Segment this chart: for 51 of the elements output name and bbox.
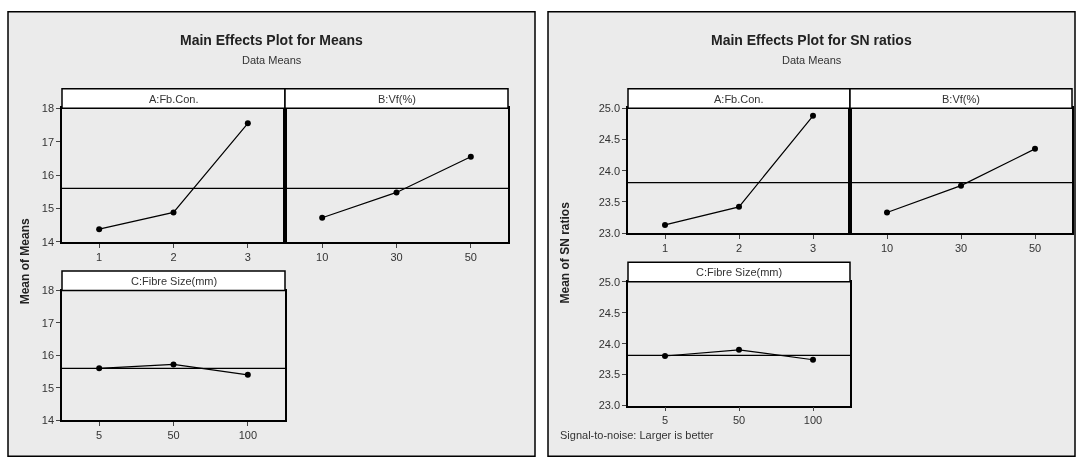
text: Signal-to-noise: Larger is better (560, 429, 714, 441)
x-tick-label: 50 (464, 250, 477, 263)
y-tick-label: 15 (41, 381, 55, 394)
x-tick-label: 50 (732, 414, 746, 427)
x-tick-label: 30 (954, 242, 968, 254)
x-axis-title: B:Vf(%) (378, 93, 416, 105)
x-tick-label: 3 (809, 242, 817, 254)
y-tick-label: 25.0 (598, 102, 621, 115)
y-tick-label: 14 (41, 235, 55, 248)
y-tick-label: 16 (41, 349, 55, 362)
x-tick-label: 3 (244, 250, 251, 263)
y-tick-label: 23.0 (598, 226, 621, 239)
y-tick-label: 23.0 (598, 399, 621, 412)
y-tick-label: 23.5 (598, 368, 621, 381)
x-tick-label: 10 (316, 250, 329, 263)
x-axis-title: B:Vf(%) (942, 93, 980, 105)
chart-subtitle: Data Means (242, 54, 302, 66)
y-axis-title: Mean of SN ratios (558, 201, 573, 304)
y-tick-label: 16 (41, 168, 55, 181)
x-tick-label: 100 (238, 429, 258, 442)
x-tick-label: 1 (661, 242, 669, 254)
x-tick-label: 5 (96, 429, 103, 442)
x-axis-title: A:Fb.Con. (714, 93, 764, 105)
chart-title: Main Effects Plot for SN ratios (711, 32, 912, 48)
x-axis-title: C:Fibre Size(mm) (131, 275, 218, 287)
x-tick-label: 50 (167, 429, 180, 442)
y-axis-title: Mean of Means (17, 217, 32, 305)
chart-subtitle: Data Means (782, 54, 842, 66)
x-axis-title: A:Fb.Con. (149, 93, 199, 105)
y-tick-label: 24.0 (598, 164, 621, 177)
x-tick-label: 2 (170, 250, 177, 263)
y-tick-label: 14 (41, 413, 55, 426)
x-tick-label: 30 (390, 250, 403, 263)
x-tick-label: 50 (1028, 242, 1042, 254)
x-tick-label: 5 (661, 414, 669, 427)
x-tick-label: 2 (735, 242, 743, 254)
y-tick-label: 25.0 (598, 275, 621, 288)
y-tick-label: 24.5 (598, 133, 621, 146)
y-tick-label: 18 (41, 102, 55, 115)
y-tick-label: 17 (41, 316, 55, 329)
y-tick-label: 24.5 (598, 306, 621, 319)
x-axis-title: C:Fibre Size(mm) (696, 266, 783, 278)
x-tick-label: 1 (96, 250, 103, 263)
x-tick-label: 10 (880, 242, 894, 254)
y-tick-label: 18 (41, 284, 55, 297)
y-tick-label: 17 (41, 135, 55, 148)
y-tick-label: 23.5 (598, 195, 621, 208)
chart-title: Main Effects Plot for Means (180, 32, 364, 48)
x-tick-label: 100 (803, 414, 823, 427)
y-tick-label: 15 (41, 202, 55, 215)
y-tick-label: 24.0 (598, 337, 621, 350)
